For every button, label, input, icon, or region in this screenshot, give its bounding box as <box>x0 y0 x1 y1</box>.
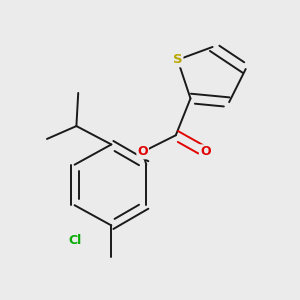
Text: O: O <box>200 145 211 158</box>
Text: S: S <box>173 53 182 66</box>
Text: Cl: Cl <box>68 234 81 247</box>
Text: O: O <box>137 145 148 158</box>
